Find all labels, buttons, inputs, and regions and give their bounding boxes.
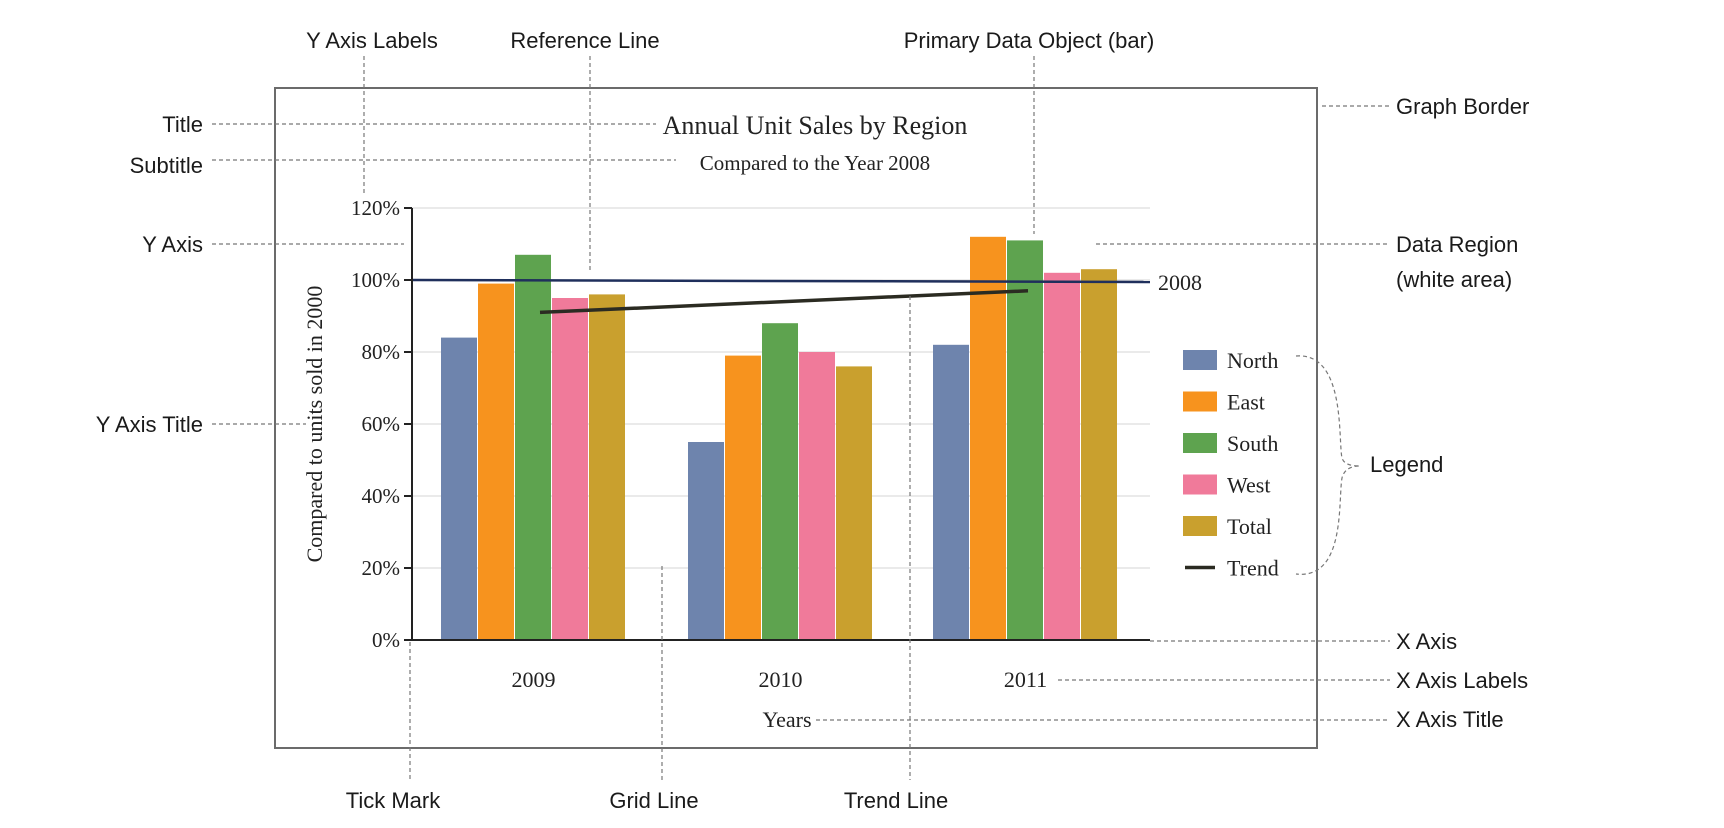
legend: North East South West Total Trend <box>1183 348 1279 581</box>
label-tick-mark: Tick Mark <box>346 788 442 813</box>
bar-total-2010 <box>836 366 872 640</box>
legend-swatch-south <box>1183 433 1217 453</box>
callout-lines <box>212 56 1390 780</box>
chart-title: Annual Unit Sales by Region <box>663 111 968 140</box>
bar-south-2011 <box>1007 240 1043 640</box>
label-title: Title <box>162 112 203 137</box>
label-y-axis: Y Axis <box>142 232 203 257</box>
bar-north-2009 <box>441 337 477 640</box>
label-legend: Legend <box>1370 452 1443 477</box>
bar-east-2009 <box>478 283 514 640</box>
y-tick-label: 40% <box>362 484 401 508</box>
y-tick-label: 80% <box>362 340 401 364</box>
y-tick-label: 100% <box>351 268 400 292</box>
x-axis-title: Years <box>762 707 811 732</box>
x-tick-label: 2009 <box>512 667 556 692</box>
x-tick-label: 2011 <box>1004 667 1047 692</box>
label-reference-line: Reference Line <box>510 28 659 53</box>
reference-line-label: 2008 <box>1158 270 1202 295</box>
bars <box>441 236 1117 641</box>
x-axis-labels: 2009 2010 2011 <box>512 667 1048 692</box>
label-x-axis: X Axis <box>1396 629 1457 654</box>
legend-swatch-east <box>1183 391 1217 412</box>
y-tick-label: 60% <box>362 412 401 436</box>
bar-total-2009 <box>589 294 625 640</box>
y-tick-label: 20% <box>362 556 401 580</box>
label-data-region: Data Region <box>1396 232 1518 257</box>
trend-line <box>539 289 1029 315</box>
legend-label-total: Total <box>1227 514 1272 539</box>
label-trend-line: Trend Line <box>844 788 948 813</box>
legend-swatch-north <box>1183 350 1217 370</box>
callout-labels: Y Axis Labels Reference Line Primary Dat… <box>96 28 1530 813</box>
label-y-axis-title: Y Axis Title <box>96 412 203 437</box>
y-tick-label: 120% <box>351 196 400 220</box>
label-primary-data-object: Primary Data Object (bar) <box>904 28 1155 53</box>
legend-label-trend: Trend <box>1227 556 1279 581</box>
y-ticks: 0% 20% 40% 60% 80% 100% 120% <box>351 196 412 652</box>
label-data-region-note: (white area) <box>1396 267 1512 292</box>
legend-swatch-total <box>1183 516 1217 536</box>
legend-swatch-west <box>1183 474 1217 495</box>
legend-label-west: West <box>1227 473 1270 498</box>
bar-north-2011 <box>933 344 969 640</box>
bar-south-2010 <box>762 323 798 640</box>
chart-subtitle: Compared to the Year 2008 <box>700 151 930 175</box>
legend-label-south: South <box>1227 431 1278 456</box>
bar-south-2009 <box>515 254 551 641</box>
bar-west-2011 <box>1044 272 1080 640</box>
label-x-axis-labels: X Axis Labels <box>1396 668 1528 693</box>
bar-west-2010 <box>799 352 835 640</box>
label-subtitle: Subtitle <box>130 153 203 178</box>
label-y-axis-labels: Y Axis Labels <box>306 28 438 53</box>
x-tick-label: 2010 <box>759 667 803 692</box>
y-axis-title: Compared to units sold in 2000 <box>302 286 327 563</box>
label-grid-line: Grid Line <box>609 788 698 813</box>
bar-north-2010 <box>688 442 724 640</box>
bar-total-2011 <box>1081 269 1117 640</box>
bar-east-2011 <box>970 236 1006 641</box>
legend-label-east: East <box>1227 390 1265 415</box>
legend-label-north: North <box>1227 348 1278 373</box>
y-tick-label: 0% <box>372 628 400 652</box>
reference-line <box>411 278 1151 284</box>
label-x-axis-title: X Axis Title <box>1396 707 1504 732</box>
label-graph-border: Graph Border <box>1396 94 1529 119</box>
bar-east-2010 <box>725 355 761 640</box>
bar-west-2009 <box>552 298 588 640</box>
